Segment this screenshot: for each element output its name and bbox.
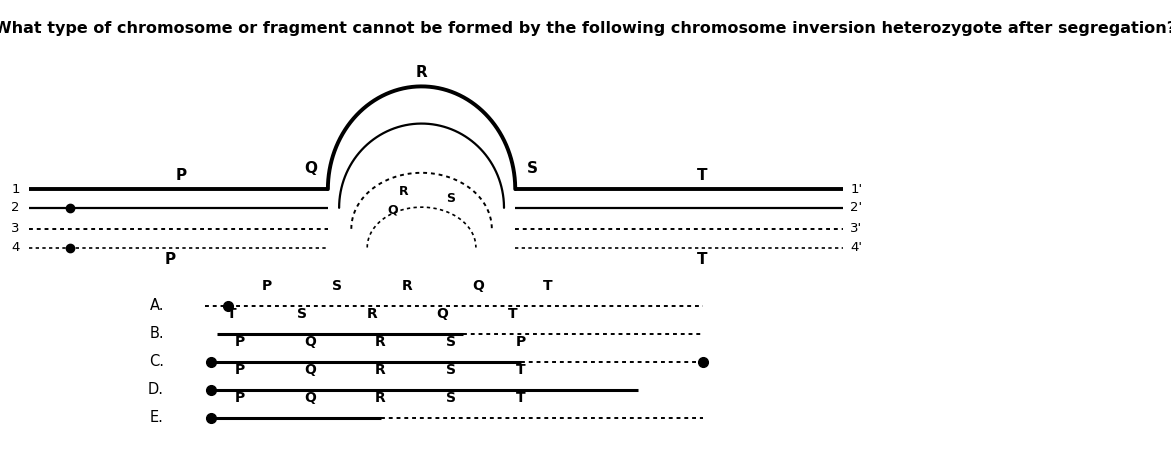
Text: S: S <box>446 192 456 205</box>
Text: R: R <box>375 335 386 349</box>
Text: 2': 2' <box>850 201 862 214</box>
Text: R: R <box>416 65 427 80</box>
Text: P: P <box>516 335 526 349</box>
Text: Q: Q <box>437 307 448 321</box>
Text: Q: Q <box>304 363 316 377</box>
Text: Q: Q <box>386 204 398 217</box>
Text: 3: 3 <box>12 222 20 235</box>
Text: 3': 3' <box>850 222 862 235</box>
Text: P: P <box>235 391 245 405</box>
Text: 1': 1' <box>850 183 862 196</box>
Text: 1: 1 <box>12 183 20 196</box>
Text: C.: C. <box>149 354 164 369</box>
Text: T: T <box>508 307 518 321</box>
Text: Q: Q <box>303 161 317 176</box>
Text: R: R <box>375 391 386 405</box>
Text: P: P <box>164 252 176 267</box>
Text: E.: E. <box>150 410 164 425</box>
Text: Q: Q <box>304 335 316 349</box>
Text: R: R <box>367 307 378 321</box>
Text: P: P <box>176 168 187 183</box>
Text: S: S <box>446 391 456 405</box>
Text: 2: 2 <box>12 201 20 214</box>
Text: S: S <box>527 161 539 176</box>
Text: S: S <box>297 307 307 321</box>
Text: R: R <box>399 185 409 198</box>
Text: T: T <box>543 279 553 293</box>
Text: S: S <box>446 363 456 377</box>
Text: P: P <box>235 335 245 349</box>
Text: What type of chromosome or fragment cannot be formed by the following chromosome: What type of chromosome or fragment cann… <box>0 21 1171 36</box>
Text: R: R <box>402 279 413 293</box>
Text: T: T <box>698 168 707 183</box>
Text: S: S <box>333 279 342 293</box>
Text: Q: Q <box>304 391 316 405</box>
Text: 4': 4' <box>850 241 862 254</box>
Text: A.: A. <box>150 298 164 313</box>
Text: R: R <box>375 363 386 377</box>
Text: P: P <box>262 279 272 293</box>
Text: 4: 4 <box>12 241 20 254</box>
Text: T: T <box>227 307 237 321</box>
Text: T: T <box>516 363 526 377</box>
Text: S: S <box>446 335 456 349</box>
Text: D.: D. <box>148 382 164 397</box>
Text: B.: B. <box>150 326 164 341</box>
Text: T: T <box>698 252 707 267</box>
Text: Q: Q <box>472 279 484 293</box>
Text: P: P <box>235 363 245 377</box>
Text: T: T <box>516 391 526 405</box>
